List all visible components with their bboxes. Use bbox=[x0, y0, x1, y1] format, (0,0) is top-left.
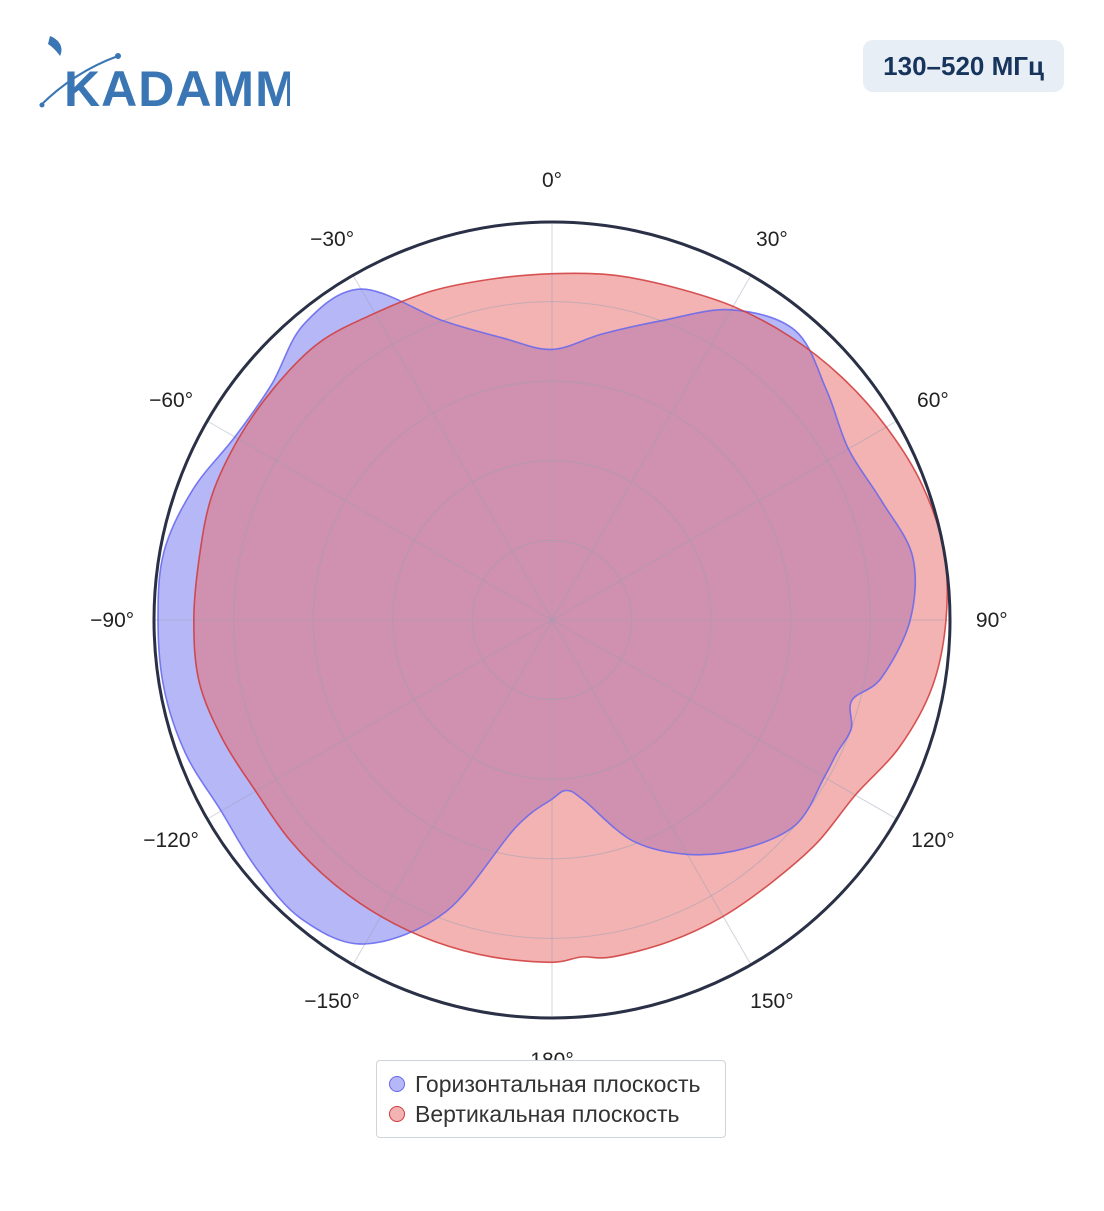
legend-swatch-vertical bbox=[389, 1106, 405, 1122]
angular-tick-label-11: −30° bbox=[310, 228, 354, 251]
chart-legend: Горизонтальная плоскость Вертикальная пл… bbox=[376, 1060, 726, 1138]
svg-text:KADAMM: KADAMM bbox=[64, 61, 290, 114]
kadamm-logo: KADAMM bbox=[38, 34, 290, 114]
series-line-1 bbox=[192, 272, 949, 964]
angular-tick-label-5: 150° bbox=[750, 990, 793, 1013]
radial-gridline-1 bbox=[392, 460, 712, 780]
angular-gridline-7 bbox=[352, 619, 553, 965]
angular-tick-label-2: 60° bbox=[917, 389, 949, 412]
angular-gridline-4 bbox=[551, 619, 897, 820]
legend-item-vertical[interactable]: Вертикальная плоскость bbox=[389, 1099, 713, 1129]
legend-swatch-horizontal bbox=[389, 1076, 405, 1092]
angular-tick-label-10: −60° bbox=[149, 389, 193, 412]
angular-gridline-2 bbox=[551, 420, 897, 621]
angular-tick-label-1: 30° bbox=[756, 228, 788, 251]
radial-gridline-0 bbox=[471, 539, 633, 701]
series-line-0 bbox=[157, 288, 917, 945]
legend-label-horizontal: Горизонтальная плоскость bbox=[415, 1070, 701, 1097]
angular-tick-label-8: −120° bbox=[143, 829, 199, 852]
angular-gridline-8 bbox=[207, 619, 553, 820]
legend-label-vertical: Вертикальная плоскость bbox=[415, 1100, 680, 1127]
angular-tick-label-6: 180° bbox=[530, 1049, 573, 1060]
radial-gridline-3 bbox=[233, 301, 871, 939]
angular-tick-label-3: 90° bbox=[976, 609, 1008, 632]
angular-gridline-1 bbox=[551, 275, 752, 621]
series-area-1 bbox=[193, 273, 948, 963]
angular-tick-label-9: −90° bbox=[90, 609, 134, 632]
frequency-badge: 130–520 МГц bbox=[863, 40, 1064, 92]
angular-gridline-10 bbox=[207, 420, 553, 621]
radial-gridline-2 bbox=[312, 380, 792, 860]
kadamm-logo-mark: KADAMM bbox=[39, 36, 290, 114]
angular-tick-label-4: 120° bbox=[911, 829, 954, 852]
polar-outer-ring bbox=[152, 220, 952, 1020]
angular-tick-label-7: −150° bbox=[304, 990, 360, 1013]
angular-gridline-11 bbox=[352, 275, 553, 621]
angular-gridline-5 bbox=[551, 619, 752, 965]
legend-item-horizontal[interactable]: Горизонтальная плоскость bbox=[389, 1069, 713, 1099]
angular-tick-label-0: 0° bbox=[542, 169, 562, 192]
polar-chart: 0° 30° 60° 90° 120° 150° 180° −150° −120° −90° −60… bbox=[90, 169, 1008, 1060]
